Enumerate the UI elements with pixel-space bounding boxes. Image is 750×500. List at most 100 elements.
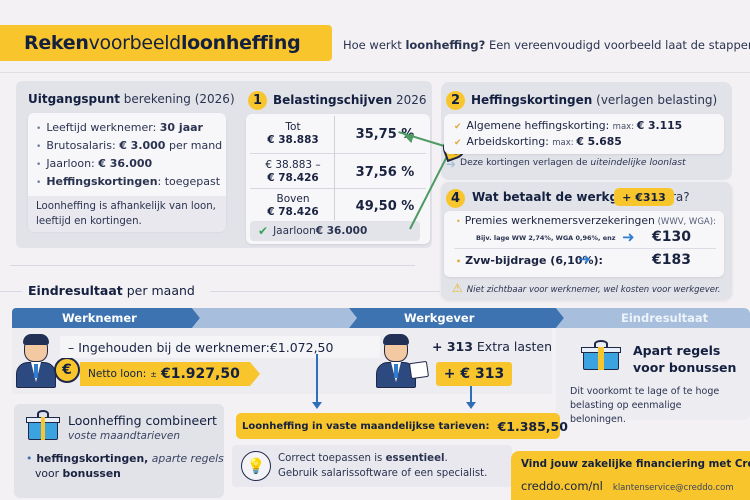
- werkgever-tag: + € 313: [436, 362, 512, 386]
- column-divider: [334, 116, 335, 220]
- bonus-note: Dit voorkomt te lage of te hoge belastin…: [570, 386, 720, 425]
- extra-amount: + 313: [432, 339, 473, 354]
- cta-email-link[interactable]: klantenservice@creddo.com: [612, 483, 734, 493]
- item-value: € 36.000: [98, 157, 153, 170]
- combineert-subtitle: voste maandtarieven: [68, 430, 181, 442]
- note-italic: uiteindelijke loonlast: [590, 157, 686, 168]
- combineert-bullet: • heffingskortingen, aparte regels voor b…: [26, 451, 224, 481]
- bonus-title-line2: voor bonussen: [633, 360, 737, 375]
- werkgever-card: [444, 211, 724, 277]
- kortingen-note: Deze kortingen verlagen de uiteindelijke…: [460, 157, 686, 168]
- title-part3: loonheffing: [180, 32, 301, 54]
- title-part1: Reken: [24, 32, 89, 54]
- item-suffix: : toegepast: [157, 175, 221, 188]
- loonheffing-total-banner: Loonheffing in vaste maandelijkse tariev…: [236, 413, 568, 439]
- korting-value: € 5.685: [576, 135, 622, 148]
- uitgangspunt-heading: Uitgangspunt berekening (2026): [28, 92, 235, 106]
- list-item: Brutosalaris: € 3.000 per mand: [36, 137, 226, 155]
- zvw-value: €183: [652, 252, 691, 268]
- cta-contact-row: creddo.com/nl klantenservice@creddo.com: [521, 479, 750, 493]
- list-item: Heffingskortingen: toegepast: [36, 173, 226, 191]
- kortingen-card: ✔ Algemene heffingskorting: max: € 3.115 …: [444, 114, 724, 154]
- checkmark-icon: ✔: [258, 224, 269, 238]
- list-item: ✔ Arbeidskorting: max: € 5.685: [454, 134, 724, 150]
- row-divider: [250, 188, 426, 189]
- subtitle-post: Een vereenvoudigd voorbeeld laat de stap…: [488, 38, 750, 52]
- bonus-title: Apart regels voor bonussen: [633, 342, 736, 376]
- bullet-italic: aparte regels: [148, 452, 224, 465]
- tip-line1-post: .: [444, 453, 448, 464]
- netto-approx: ±: [150, 369, 157, 379]
- row-divider: [250, 153, 426, 154]
- heading-rule: [210, 291, 440, 292]
- loonheffing-label: Loonheffing in vaste maandelijkse tariev…: [242, 420, 490, 432]
- note-pre: Deze kortingen verlagen de: [460, 157, 591, 168]
- ingehouden-value: €1.072,50: [269, 339, 334, 355]
- bonus-title-line1: Apart regels: [633, 343, 721, 358]
- arrow-right-icon: ➜: [446, 157, 457, 171]
- loonheffing-value: €1.385,50: [497, 418, 568, 434]
- bullet-icon: •: [26, 452, 33, 465]
- warning-icon: ⚠: [452, 281, 463, 295]
- gift-icon: [581, 340, 621, 370]
- jaarloon-value: € 36.000: [315, 225, 368, 237]
- heading-rule: [0, 291, 22, 292]
- uitgangspunt-note: Loonheffing is afhankelijk van loon, lee…: [28, 196, 226, 232]
- jaarloon-pill: ✔ Jaarloon € 36.000: [250, 221, 420, 241]
- timeline-connector: [192, 308, 357, 328]
- bullet-icon: •: [456, 257, 462, 266]
- tip-line2: Gebruik salarissoftware of een specialis…: [278, 468, 488, 479]
- uitgangspunt-title-bold: Uitgangspunt: [28, 92, 120, 106]
- employee-avatar: [12, 334, 60, 390]
- uitgangspunt-title-rest: berekening (2026): [119, 92, 235, 106]
- page-subtitle: Hoe werkt loonheffing? Een vereenvoudigd…: [343, 38, 750, 52]
- range-cell: Boven € 78.426: [246, 188, 340, 224]
- item-value: € 3.000: [119, 139, 166, 152]
- step-badge-2: 2: [446, 91, 465, 110]
- korting-max: max:: [612, 122, 637, 132]
- document-icon: [408, 360, 430, 380]
- flow-line: [316, 354, 318, 404]
- range-top: € 38.883 –: [265, 159, 321, 171]
- range-bottom: € 78.426: [267, 172, 319, 184]
- bullet-rest: voor: [35, 467, 63, 480]
- range-cell: Tot € 38.883: [246, 116, 340, 152]
- euro-coin-icon: €: [54, 357, 80, 383]
- table-row: Tot € 38.883 35,75 %: [246, 116, 430, 152]
- cta-website-link[interactable]: creddo.com/nl: [521, 479, 603, 493]
- tip-text: Correct toepassen is essentieel. Gebruik…: [278, 451, 487, 481]
- kortingen-title-rest: (verlagen belasting): [592, 93, 718, 107]
- subtitle-bold: loonheffing?: [405, 38, 486, 52]
- item-label: Brutosalaris:: [46, 139, 120, 152]
- table-row: € 38.883 – € 78.426 37,56 %: [246, 154, 430, 190]
- range-top: Tot: [285, 121, 301, 133]
- ingehouden-strip: – Ingehouden bij de werknemer: €1.072,50: [60, 336, 380, 358]
- warning-note: ⚠ Niet zichtbaar voor werknemer, wel kost…: [452, 281, 720, 295]
- schijven-title-rest: 2026: [392, 93, 427, 107]
- item-label: Leeftijd werknemer:: [46, 121, 160, 134]
- item-suffix: per mand: [165, 139, 223, 152]
- table-row: Boven € 78.426 49,50 %: [246, 188, 430, 224]
- bullet-icon: •: [456, 217, 461, 226]
- gift-icon: [26, 410, 60, 440]
- kortingen-heading: Heffingskortingen (verlagen belasting): [471, 93, 717, 107]
- list-item: Jaarloon: € 36.000: [36, 155, 226, 173]
- ingehouden-label: – Ingehouden bij de werknemer:: [68, 339, 270, 355]
- flow-line: [470, 386, 472, 404]
- eind-title-rest: per maand: [122, 283, 195, 298]
- page-title-banner: Reken voorbeeld loonheffing: [0, 25, 332, 61]
- uitgangspunt-list: Leeftijd werknemer: 30 jaar Brutosalaris…: [28, 113, 226, 191]
- korting-value: € 3.115: [636, 119, 683, 132]
- pct-cell: 49,50 %: [355, 198, 415, 214]
- timeline-step-eindresultaat: Eindresultaat: [556, 308, 750, 328]
- item-label: Heffingskortingen: [46, 175, 158, 188]
- arrow-right-icon: ➜: [578, 250, 591, 268]
- combineert-title: Loonheffing combineert: [68, 413, 217, 428]
- timeline-step-werknemer: Werknemer: [12, 308, 200, 328]
- check-icon: ✔: [454, 122, 462, 132]
- timeline-step-werkgever: Werkgever: [349, 308, 564, 328]
- premies-small: (WWV, WGA):: [654, 217, 716, 227]
- korting-max: max:: [552, 138, 577, 148]
- range-top: Boven: [276, 193, 310, 205]
- arrow-down-icon: [312, 402, 322, 409]
